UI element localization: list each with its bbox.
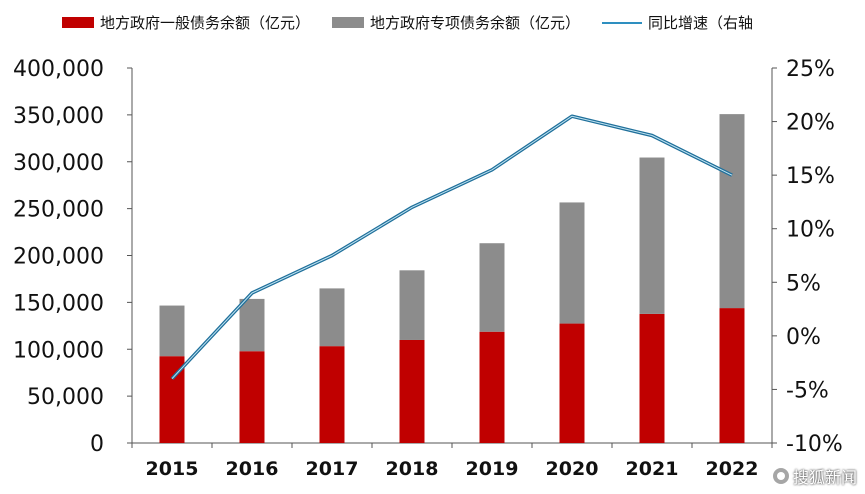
legend-swatch-special-debt: [332, 17, 365, 28]
x-axis-tick-label: 2019: [466, 458, 519, 480]
watermark-text: 搜狐新闻: [792, 468, 857, 487]
watermark: 搜狐新闻: [772, 464, 857, 488]
right-axis-tick-label: 5%: [786, 271, 821, 296]
bar-special-debt: [239, 298, 265, 352]
legend-swatch-yoy-growth: [602, 21, 643, 24]
weibo-logo-icon: [772, 468, 789, 484]
bar-general-debt: [559, 323, 585, 443]
x-axis-tick-label: 2015: [146, 458, 199, 480]
bar-special-debt: [479, 243, 505, 332]
bar-special-debt: [719, 114, 745, 309]
x-axis-tick-label: 2021: [626, 458, 679, 480]
right-axis-tick-label: 0%: [786, 325, 821, 350]
right-axis-tick-label: -10%: [786, 432, 843, 457]
bar-general-debt: [399, 339, 425, 443]
legend-swatch-general-debt: [62, 17, 94, 28]
bar-general-debt: [319, 346, 345, 443]
bar-special-debt: [159, 305, 185, 357]
right-axis-tick-label: 10%: [786, 218, 835, 243]
left-axis-tick-label: 350,000: [13, 104, 104, 129]
x-axis-tick-label: 2022: [706, 458, 759, 480]
legend-item-special-debt: 地方政府专项债务余额（亿元）: [332, 12, 580, 33]
legend-item-yoy-growth: 同比增速（右轴: [602, 12, 753, 33]
right-axis-tick-label: -5%: [786, 378, 829, 403]
right-axis-tick-label: 15%: [786, 164, 835, 189]
x-axis-tick-label: 2016: [226, 458, 279, 480]
bar-special-debt: [399, 270, 425, 340]
left-axis-tick-label: 0: [90, 432, 104, 457]
x-axis-tick-label: 2018: [386, 458, 439, 480]
left-axis-tick-label: 250,000: [13, 198, 104, 223]
left-axis-tick-label: 400,000: [13, 57, 104, 82]
bar-general-debt: [479, 331, 505, 443]
left-axis-tick-label: 50,000: [27, 385, 104, 410]
left-axis-tick-label: 300,000: [13, 151, 104, 176]
legend-item-general-debt: 地方政府一般债务余额（亿元）: [62, 12, 310, 33]
legend-label-general-debt: 地方政府一般债务余额（亿元）: [100, 14, 311, 32]
bar-special-debt: [559, 202, 585, 324]
right-axis-tick-label: 25%: [786, 57, 835, 82]
left-axis-tick-label: 200,000: [13, 245, 104, 270]
legend-label-special-debt: 地方政府专项债务余额（亿元）: [370, 14, 581, 32]
legend-label-yoy-growth: 同比增速（右轴: [648, 14, 754, 32]
x-axis-tick-label: 2017: [306, 458, 359, 480]
right-axis-tick-label: 20%: [786, 111, 835, 136]
bar-general-debt: [639, 313, 665, 443]
bar-general-debt: [719, 308, 745, 443]
bar-special-debt: [639, 157, 665, 314]
bar-special-debt: [319, 288, 345, 347]
left-axis-tick-label: 150,000: [13, 291, 104, 316]
chart-legend: 地方政府一般债务余额（亿元） 地方政府专项债务余额（亿元） 同比增速（右轴: [62, 12, 775, 33]
left-axis-tick-label: 100,000: [13, 338, 104, 363]
x-axis-tick-label: 2020: [546, 458, 599, 480]
bar-general-debt: [239, 351, 265, 443]
growth-line-inner: [171, 115, 733, 380]
